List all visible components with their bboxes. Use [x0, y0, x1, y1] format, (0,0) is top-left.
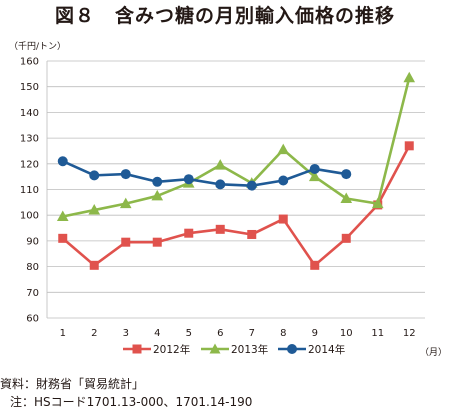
data-point	[340, 192, 353, 203]
x-tick-label: 8	[280, 328, 286, 339]
chart-title: 図８ 含みつ糖の月別輸入価格の推移	[54, 5, 395, 27]
y-tick-label: 130	[20, 134, 39, 145]
x-tick-label: 6	[217, 328, 223, 339]
data-point	[184, 228, 194, 238]
legend-label-2014: 2014年	[308, 344, 346, 356]
data-point	[121, 237, 131, 247]
data-point	[214, 159, 227, 170]
data-point	[57, 156, 68, 167]
y-tick-label: 120	[20, 159, 39, 170]
data-point	[152, 176, 163, 187]
data-point	[310, 260, 320, 270]
data-point	[215, 224, 225, 234]
x-tick-label: 1	[60, 328, 66, 339]
data-point	[151, 189, 164, 201]
x-tick-label: 5	[186, 328, 192, 339]
data-point	[58, 233, 68, 243]
series-2014年	[57, 156, 352, 191]
legend: 2012年 2013年 2014年	[0, 340, 450, 360]
data-point	[120, 169, 131, 180]
y-tick-label: 100	[20, 211, 39, 222]
data-point	[341, 233, 351, 243]
x-tick-label: 3	[123, 328, 129, 339]
data-point	[278, 214, 288, 224]
x-tick-label: 11	[371, 328, 384, 339]
y-tick-label: 80	[26, 262, 39, 273]
x-tick-label: 9	[312, 328, 318, 339]
x-tick-label: 10	[340, 328, 353, 339]
legend-label-2013: 2013年	[231, 344, 269, 356]
source-note: 資料：財務省「貿易統計」	[0, 377, 145, 391]
series-line	[62, 160, 347, 187]
y-tick-label: 160	[20, 57, 39, 68]
legend-marker-circle-icon	[278, 344, 306, 354]
y-tick-label: 150	[20, 82, 39, 93]
data-point	[278, 175, 289, 186]
y-tick-labels: 60 70 80 90 100 110 120 130 140 150 160	[20, 57, 39, 325]
data-point	[152, 237, 162, 247]
y-tick-label: 60	[26, 314, 39, 325]
data-point	[277, 143, 290, 155]
y-tick-label: 90	[26, 236, 39, 247]
x-tick-label: 7	[249, 328, 255, 339]
data-point	[341, 169, 352, 180]
series-line	[62, 77, 411, 218]
data-point	[246, 180, 257, 191]
data-point	[308, 170, 321, 182]
data-point	[89, 260, 99, 270]
series-lines	[56, 71, 416, 270]
data-point	[56, 210, 69, 221]
y-tick-label: 70	[26, 288, 39, 299]
data-point	[215, 179, 226, 190]
legend-marker-square-icon	[123, 344, 151, 354]
data-point	[403, 71, 416, 83]
data-point	[404, 141, 414, 151]
data-point	[89, 170, 100, 181]
gridlines	[46, 60, 425, 319]
x-axis-unit: （月）	[420, 348, 448, 358]
legend-label-2012: 2012年	[153, 344, 191, 356]
legend-marker-triangle-icon	[201, 343, 229, 354]
y-tick-label: 110	[20, 185, 39, 196]
series-line	[61, 145, 411, 267]
data-point	[119, 197, 132, 209]
data-point	[309, 163, 320, 174]
data-point	[371, 197, 384, 209]
series-2013年	[56, 71, 416, 221]
x-tick-labels: 1 2 3 4 5 6 7 8 9 10 11 12	[60, 328, 416, 339]
x-tick-label: 2	[91, 328, 97, 339]
hs-code-note: 注：HSコード1701.13-000、1701.14-190	[10, 395, 253, 409]
x-tick-label: 4	[154, 328, 160, 339]
data-point	[247, 229, 257, 239]
y-tick-label: 140	[20, 108, 39, 119]
y-axis-unit: （千円/トン）	[9, 42, 67, 52]
data-point	[88, 204, 101, 215]
x-tick-label: 12	[403, 328, 416, 339]
data-point	[183, 174, 194, 185]
